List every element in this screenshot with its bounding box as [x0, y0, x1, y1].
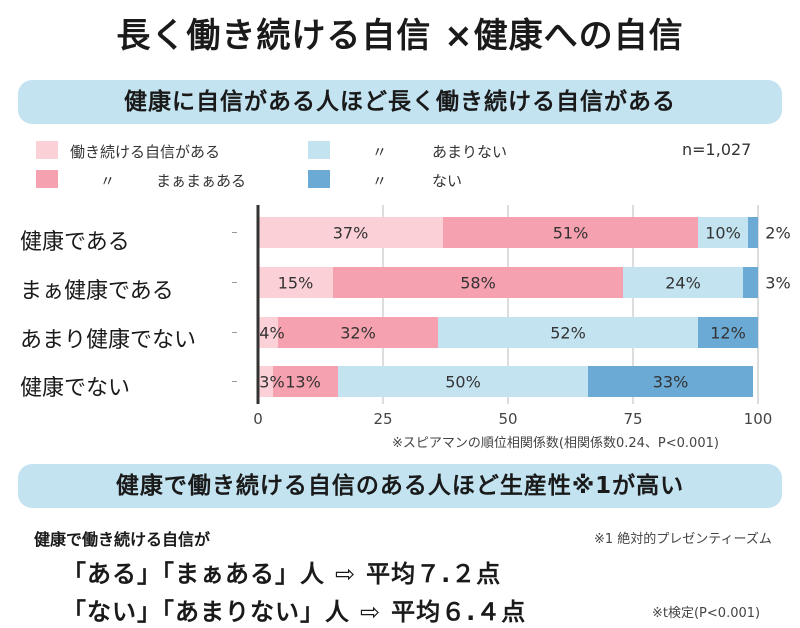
- data-label: 13%: [285, 373, 321, 392]
- bar-segment: [748, 217, 758, 248]
- bar-segment: [273, 366, 338, 397]
- arrow-right-icon: ⇨: [335, 560, 357, 588]
- result-row: 「ある」「まぁある」人 ⇨ 平均７.２点: [62, 554, 501, 589]
- legend-label-somewhat: まぁまぁある: [156, 172, 247, 190]
- legend-ditto-none: 〃: [372, 172, 388, 190]
- legend-label-not-much: あまりない: [432, 143, 508, 161]
- data-label: 52%: [550, 324, 586, 343]
- x-tick-label: 25: [373, 410, 392, 428]
- result-row: 「ない」「あまりない」人 ⇨ 平均６.４点: [62, 592, 526, 627]
- top-banner: 健康に自信がある人ほど長く働き続ける自信がある: [18, 80, 782, 124]
- bar-segment: [588, 366, 753, 397]
- legend-swatch-somewhat: [36, 170, 58, 188]
- data-label: 12%: [710, 324, 746, 343]
- footnote-presenteeism: ※1 絶対的プレゼンティーズム: [594, 532, 772, 547]
- category-label: まぁ健康である: [20, 279, 174, 304]
- footnote-spearman: ※スピアマンの順位相関係数(相関係数0.24、P<0.001): [392, 436, 719, 451]
- bar-segment: [623, 267, 743, 298]
- x-tick-label: 75: [623, 410, 642, 428]
- bar-segment: [258, 366, 273, 397]
- data-label: 33%: [653, 373, 689, 392]
- bar-segment: [698, 217, 748, 248]
- bar-segment: [333, 267, 623, 298]
- sample-size: n=1,027: [682, 140, 752, 159]
- data-label: 3%: [259, 373, 284, 392]
- result-value: 平均７.２点: [366, 560, 502, 588]
- data-label: 15%: [278, 274, 314, 293]
- legend-label-none: ない: [432, 172, 463, 190]
- bar-segment: [338, 366, 588, 397]
- data-label: 10%: [705, 224, 741, 243]
- bar-segment: [258, 217, 443, 248]
- legend-swatch-none: [308, 170, 330, 188]
- x-tick-label: 0: [253, 410, 263, 428]
- data-label: 32%: [340, 324, 376, 343]
- result-group: 「ない」「あまりない」人: [62, 598, 350, 626]
- data-label: 2%: [765, 224, 790, 243]
- legend-swatch-not-much: [308, 141, 330, 159]
- data-label: 24%: [665, 274, 701, 293]
- data-label: 50%: [445, 373, 481, 392]
- x-tick-label: 50: [498, 410, 517, 428]
- category-label: 健康である: [20, 230, 130, 255]
- footnote-ttest: ※t検定(P<0.001): [652, 606, 761, 621]
- bar-segment: [698, 317, 758, 348]
- bar-segment: [258, 317, 278, 348]
- data-label: 3%: [765, 274, 790, 293]
- data-label: 4%: [259, 324, 284, 343]
- arrow-right-icon: ⇨: [360, 598, 382, 626]
- data-label: 51%: [553, 224, 589, 243]
- result-value: 平均６.４点: [391, 598, 527, 626]
- bottom-banner: 健康で働き続ける自信のある人ほど生産性※1が高い: [18, 464, 782, 508]
- legend-ditto-somewhat: 〃: [100, 172, 116, 190]
- page-title: 長く働き続ける自信 ×健康への自信: [116, 16, 684, 56]
- category-label: あまり健康でない: [20, 328, 197, 353]
- bar-segment: [743, 267, 758, 298]
- category-label: 健康でない: [20, 376, 131, 401]
- legend-ditto-not-much: 〃: [372, 143, 388, 161]
- x-tick-label: 100: [744, 410, 773, 428]
- result-group: 「ある」「まぁある」人: [62, 560, 325, 588]
- data-label: 58%: [460, 274, 496, 293]
- bar-segment: [278, 317, 438, 348]
- legend-label-confident: 働き続ける自信がある: [70, 143, 221, 161]
- bar-segment: [258, 267, 333, 298]
- legend-swatch-confident: [36, 141, 58, 159]
- data-label: 37%: [333, 224, 369, 243]
- bar-segment: [438, 317, 698, 348]
- result-subheading: 健康で働き続ける自信が: [34, 530, 211, 549]
- bar-segment: [443, 217, 698, 248]
